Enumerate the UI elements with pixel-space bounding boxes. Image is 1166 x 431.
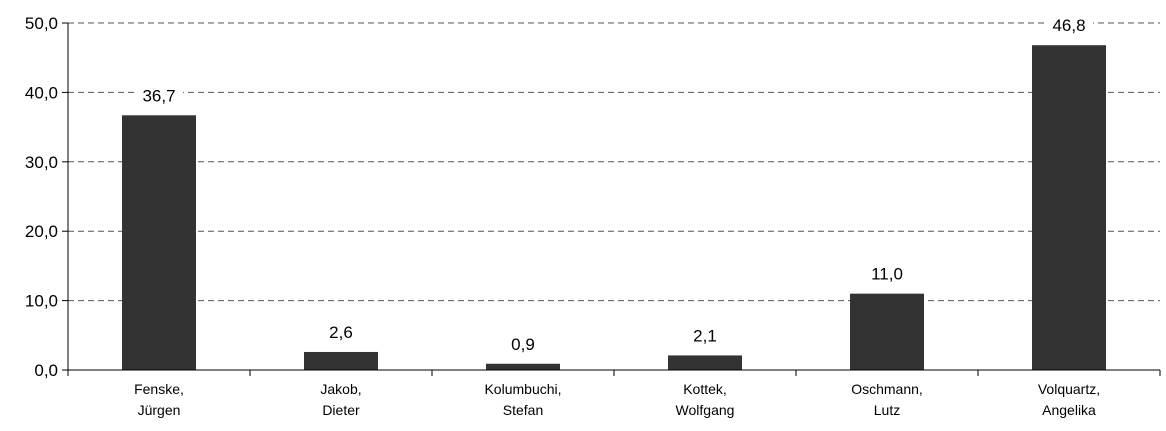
data-label-background: [135, 84, 183, 107]
y-tick-label: 30,0: [25, 153, 58, 172]
data-label: 36,7: [142, 86, 175, 105]
y-tick-label: 0,0: [34, 361, 58, 380]
x-tick-label: Jakob,: [320, 381, 361, 397]
bar: [486, 363, 560, 370]
x-tick-label: Jürgen: [138, 402, 181, 418]
x-tick-label: Fenske,: [134, 381, 184, 397]
x-tick-label: Kottek,: [683, 381, 727, 397]
y-tick-label: 40,0: [25, 83, 58, 102]
labels: 0,0 10,0 20,0 30,0 40,0 50,0 36,7 Fenske, Jürgen…: [25, 14, 1100, 418]
x-tick-label: Kolumbuchi,: [484, 381, 561, 397]
bar: [850, 293, 924, 370]
x-tick-label: Stefan: [503, 402, 543, 418]
axes: [62, 22, 1161, 376]
bar: [122, 115, 196, 370]
x-tick-label: Volquartz,: [1038, 381, 1100, 397]
data-label-background: [317, 320, 365, 343]
x-tick-label: Angelika: [1042, 402, 1096, 418]
x-tick-label: Lutz: [874, 402, 900, 418]
data-label: 0,9: [511, 335, 535, 354]
data-label: 2,1: [693, 326, 717, 345]
y-tick-label: 10,0: [25, 292, 58, 311]
bars: [122, 45, 1106, 370]
data-label-background: [681, 324, 729, 347]
data-label-background: [863, 262, 911, 285]
data-label-background: [499, 332, 547, 355]
x-tick-label: Dieter: [322, 402, 360, 418]
data-label: 46,8: [1052, 16, 1085, 35]
bar: [1032, 45, 1106, 370]
x-tick-label: Wolfgang: [676, 402, 735, 418]
bar: [304, 351, 378, 370]
gridlines: [68, 22, 1160, 302]
data-label: 2,6: [329, 323, 353, 342]
bar: [668, 355, 742, 370]
data-label: 11,0: [871, 265, 903, 284]
data-label-background: [1045, 14, 1093, 37]
y-tick-label: 50,0: [25, 14, 58, 33]
x-tick-label: Oschmann,: [851, 381, 923, 397]
y-tick-label: 20,0: [25, 222, 58, 241]
